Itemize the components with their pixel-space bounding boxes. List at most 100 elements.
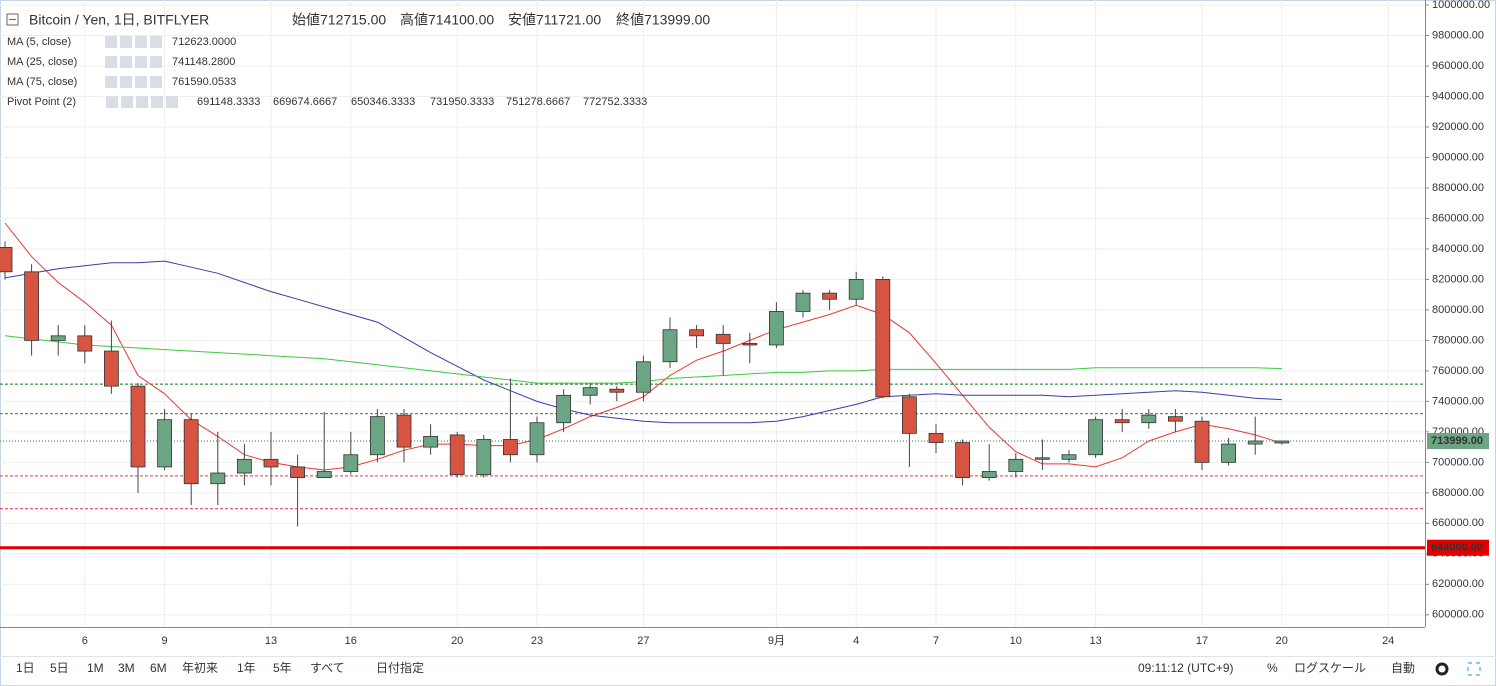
legend-icon[interactable] [135, 56, 147, 68]
candle-body [1008, 458, 1024, 472]
candle-body [636, 361, 651, 393]
candle-body [396, 414, 412, 448]
candle-body [343, 454, 359, 472]
candle-body [822, 292, 837, 300]
range-button[interactable]: 年初来 [182, 661, 218, 675]
y-tick-label: 860000.00 [1432, 212, 1484, 224]
legend-icon[interactable] [105, 76, 117, 88]
candle-body [183, 419, 199, 485]
pivot-value: 650346.3333 [351, 96, 415, 108]
x-tick-label: 17 [1196, 635, 1208, 647]
y-tick-label: 760000.00 [1432, 365, 1484, 377]
y-tick-label: 680000.00 [1432, 487, 1484, 499]
range-button[interactable]: すべて [310, 661, 345, 675]
range-button[interactable]: 1M [87, 661, 104, 675]
x-tick-label: 23 [531, 635, 543, 647]
candle-body [236, 458, 252, 474]
candle-body [928, 432, 944, 443]
fullscreen-icon[interactable] [1467, 662, 1481, 676]
legend-icon[interactable] [120, 36, 132, 48]
legend-name: MA (25, close) [7, 56, 77, 68]
candle-body [529, 422, 545, 456]
clock: 09:11:12 (UTC+9) [1138, 661, 1234, 675]
x-tick-label: 10 [1010, 635, 1022, 647]
legend-icon[interactable] [150, 36, 162, 48]
collapse-icon[interactable] [6, 13, 19, 26]
legend-icon[interactable] [150, 76, 162, 88]
legend-icon[interactable] [135, 76, 147, 88]
candle-body [449, 434, 465, 475]
legend-icon[interactable] [136, 96, 148, 108]
legend-icon[interactable] [121, 96, 133, 108]
ohlc-value: 始値712715.00 [292, 12, 386, 28]
candle-body [290, 466, 306, 479]
option-button[interactable]: ログスケール [1294, 661, 1366, 675]
range-button[interactable]: 1年 [237, 661, 256, 675]
y-tick-label: 880000.00 [1432, 182, 1484, 194]
candle-body [1247, 440, 1263, 445]
candle-body [210, 472, 226, 485]
candle-body [1141, 414, 1157, 424]
candle-body [77, 335, 93, 352]
range-button[interactable]: 3M [118, 661, 135, 675]
candle-body [1035, 457, 1050, 460]
pivot-value: 669674.6667 [273, 96, 337, 108]
y-tick-label: 980000.00 [1432, 29, 1484, 41]
candle-body [0, 247, 13, 273]
candle-body [1221, 443, 1236, 463]
candle-body [476, 439, 492, 475]
candle-body [769, 311, 784, 346]
settings-icon[interactable] [1435, 662, 1449, 676]
candle-body [24, 271, 40, 341]
legend-icon[interactable] [105, 56, 117, 68]
y-tick-label: 940000.00 [1432, 90, 1484, 102]
option-button[interactable]: % [1267, 661, 1278, 675]
x-tick-label: 16 [345, 635, 357, 647]
legend-icon[interactable] [105, 36, 117, 48]
x-tick-label: 4 [853, 635, 859, 647]
y-tick-label: 740000.00 [1432, 395, 1484, 407]
candle-body [423, 436, 439, 448]
legend-name: Pivot Point (2) [7, 96, 76, 108]
legend-icon[interactable] [135, 36, 147, 48]
range-button[interactable]: 6M [150, 661, 167, 675]
pivot-value: 731950.3333 [430, 96, 494, 108]
x-tick-label: 27 [637, 635, 649, 647]
range-button[interactable]: 日付指定 [376, 660, 424, 675]
candle-body [50, 335, 66, 341]
candle-body [689, 329, 704, 337]
legend-icon[interactable] [151, 96, 163, 108]
legend-value: 712623.0000 [172, 36, 236, 48]
legend-icon[interactable] [106, 96, 118, 108]
y-tick-label: 780000.00 [1432, 334, 1484, 346]
ma-line [4, 260, 1282, 424]
range-button[interactable]: 5日 [50, 661, 69, 675]
candle-body [369, 416, 385, 456]
candle-body [104, 350, 119, 387]
x-tick-label: 13 [265, 635, 277, 647]
candle-body [875, 279, 891, 398]
y-tick-label: 900000.00 [1432, 151, 1484, 163]
legend-name: MA (75, close) [7, 76, 77, 88]
pivot-value: 751278.6667 [506, 96, 570, 108]
ohlc-value: 安値711721.00 [508, 12, 601, 28]
range-button[interactable]: 1日 [16, 661, 35, 675]
legend-icon[interactable] [150, 56, 162, 68]
range-button[interactable]: 5年 [273, 661, 292, 675]
legend-icon[interactable] [120, 56, 132, 68]
legend-icon[interactable] [166, 96, 178, 108]
y-tick-label: 960000.00 [1432, 60, 1484, 72]
x-tick-label: 7 [933, 635, 939, 647]
candle-body [715, 333, 731, 344]
pivot-value: 691148.3333 [197, 96, 260, 108]
option-button[interactable]: 自動 [1391, 661, 1415, 675]
candle-body [1168, 416, 1183, 422]
y-tick-label: 920000.00 [1432, 121, 1484, 133]
candle-body [742, 343, 758, 346]
ohlc-value: 高値714100.00 [400, 12, 494, 28]
candle-body [795, 292, 811, 312]
candle-body [1061, 454, 1077, 460]
pivot-value: 772752.3333 [583, 96, 647, 108]
legend-icon[interactable] [120, 76, 132, 88]
